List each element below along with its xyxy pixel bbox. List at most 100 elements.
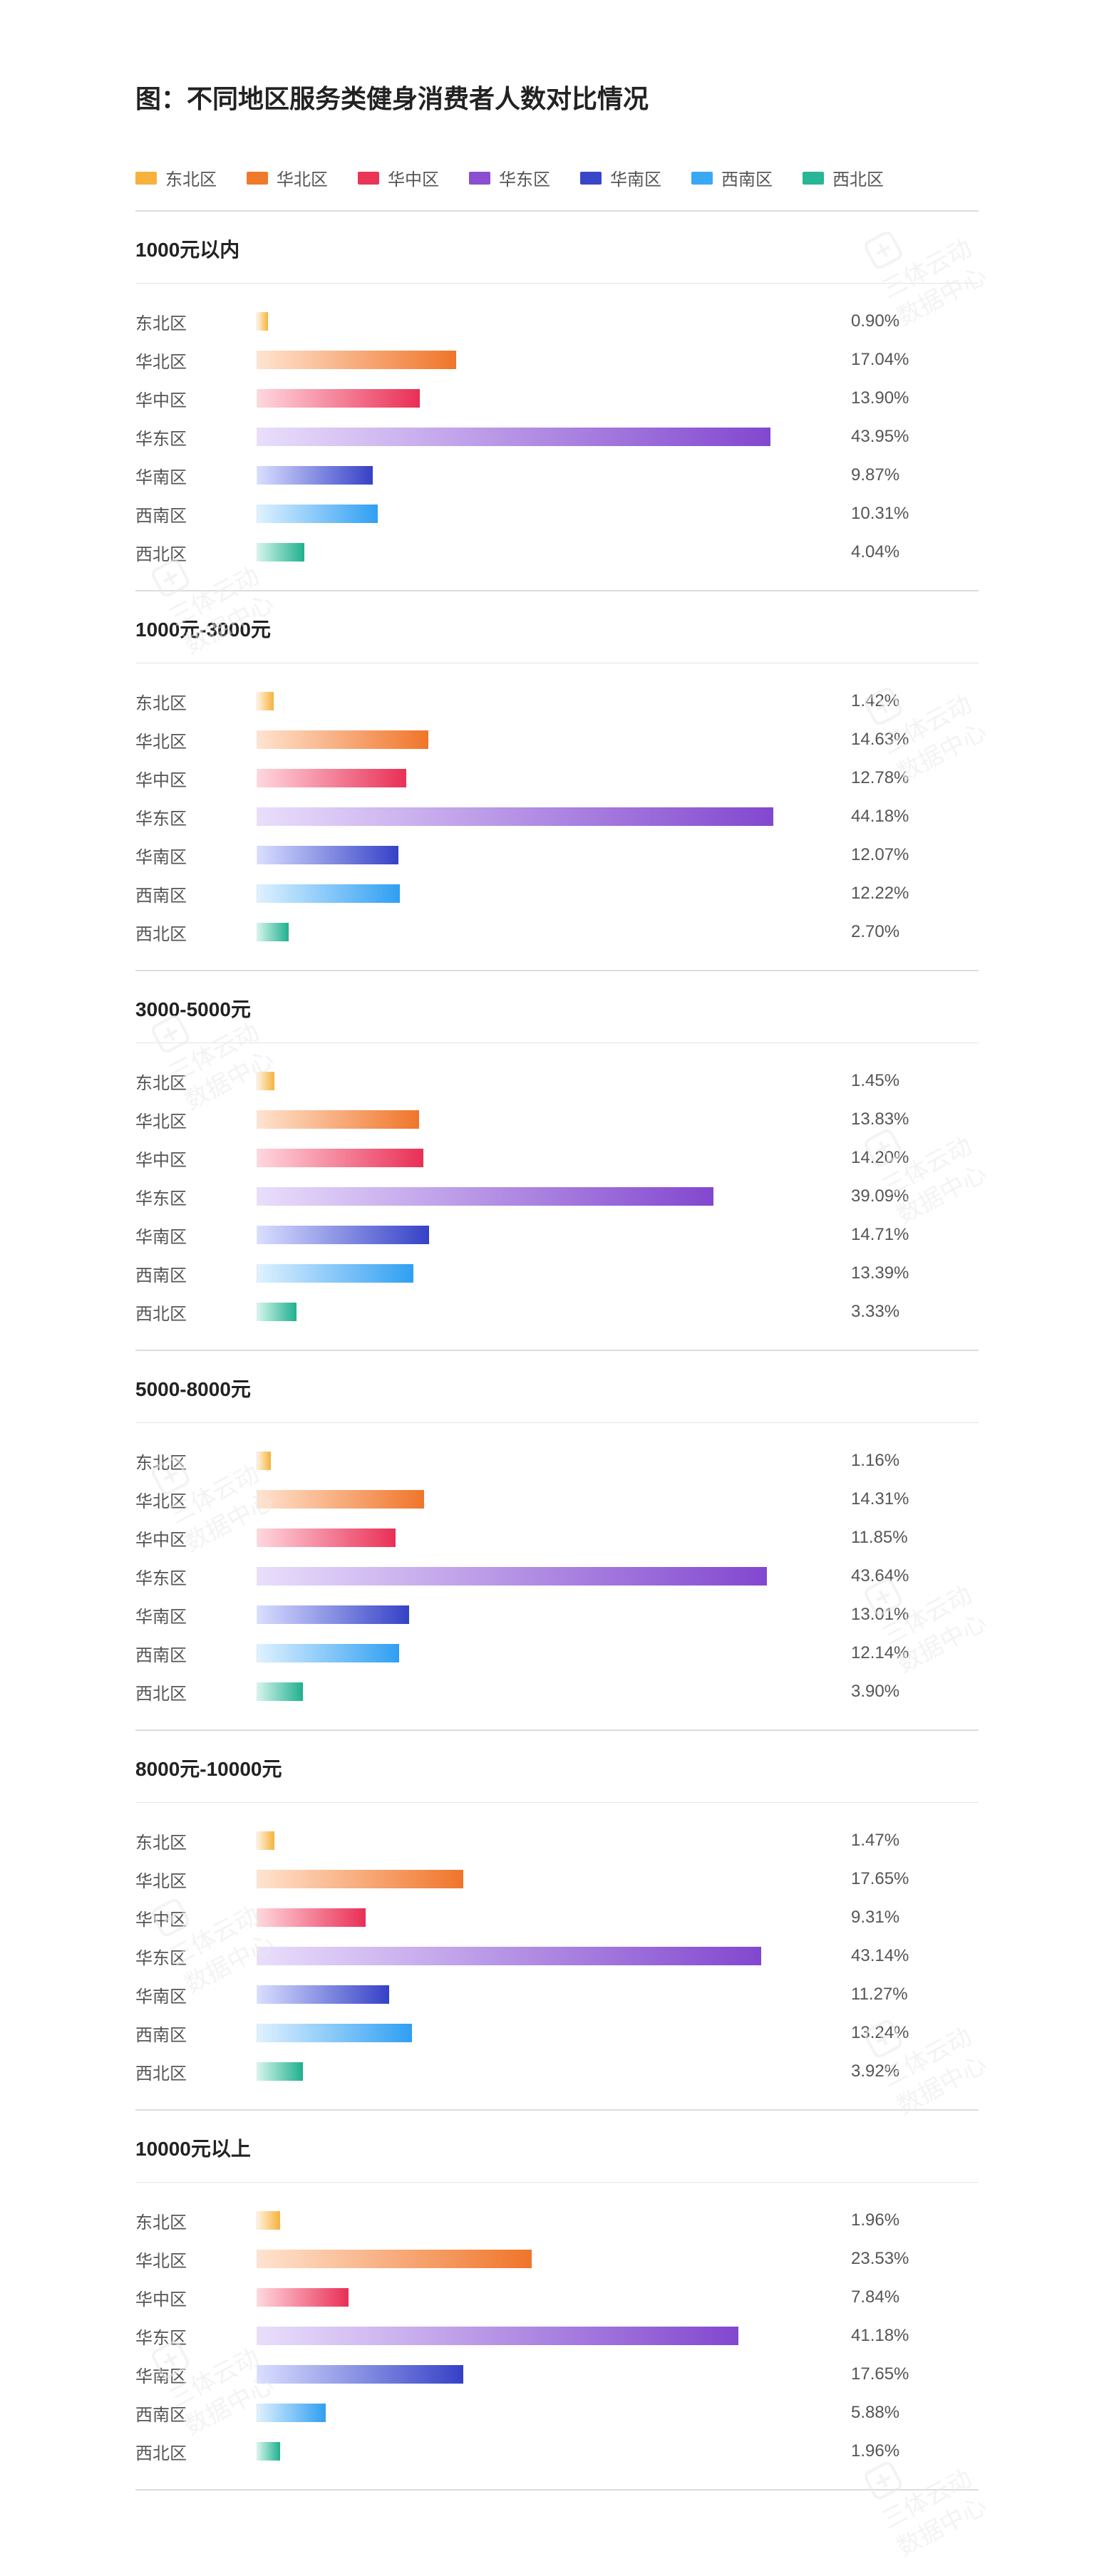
bar-row: 西北区3.90% (135, 1672, 979, 1711)
bar-track (257, 2404, 841, 2422)
bar-row: 华东区44.18% (135, 797, 979, 836)
bar-value: 11.27% (851, 1985, 908, 2005)
bar (257, 807, 773, 826)
legend-swatch (469, 172, 490, 185)
legend-item: 华东区 (469, 165, 550, 190)
bar (257, 543, 304, 562)
legend-label: 华东区 (499, 165, 550, 190)
legend-label: 华中区 (388, 165, 439, 190)
bar-value: 3.92% (851, 2062, 899, 2081)
row-label: 西南区 (135, 1641, 257, 1666)
bar-track (257, 1908, 841, 1927)
bar-row: 华东区43.95% (135, 418, 979, 456)
bar-row: 西南区12.22% (135, 874, 979, 913)
bar-row: 华北区14.63% (135, 720, 979, 759)
bar-track (257, 1947, 841, 1965)
bar (257, 1187, 713, 1206)
bar-track (257, 351, 841, 369)
group-rows: 东北区1.47%华北区17.65%华中区9.31%华东区43.14%华南区11.… (135, 1802, 979, 2109)
bar-row: 东北区1.45% (135, 1062, 979, 1100)
bar-value: 3.90% (851, 1682, 899, 1702)
legend-label: 西北区 (832, 165, 884, 190)
bar-row: 西北区3.92% (135, 2052, 979, 2091)
bar-row: 华中区12.78% (135, 759, 979, 797)
legend-swatch (580, 172, 602, 185)
row-label: 华南区 (135, 2362, 257, 2387)
bar (257, 1226, 429, 1244)
bar-value: 14.71% (851, 1225, 909, 1245)
row-label: 西北区 (135, 1300, 257, 1325)
bar-row: 东北区1.96% (135, 2201, 979, 2240)
row-label: 华南区 (135, 1603, 257, 1628)
bar-track (257, 1682, 841, 1701)
legend-item: 华中区 (358, 165, 439, 190)
legend-label: 西南区 (721, 165, 773, 190)
bar-value: 43.14% (851, 1946, 909, 1966)
bar-row: 华南区13.01% (135, 1595, 979, 1634)
bar-value: 13.90% (851, 388, 909, 408)
bar-value: 1.42% (851, 691, 899, 711)
bar (257, 351, 456, 369)
row-label: 华南区 (135, 463, 257, 488)
legend-item: 东北区 (135, 165, 217, 190)
bar-row: 华东区43.14% (135, 1937, 979, 1975)
bar-track (257, 884, 841, 903)
bar-track (257, 1149, 841, 1167)
bar-track (257, 389, 841, 408)
group-title: 1000元-3000元 (135, 614, 979, 643)
bar-row: 东北区0.90% (135, 302, 979, 341)
price-group: 8000元-10000元东北区1.47%华北区17.65%华中区9.31%华东区… (135, 1731, 979, 2111)
row-label: 华中区 (135, 1146, 257, 1171)
row-label: 西北区 (135, 2439, 257, 2464)
bar-row: 华中区7.84% (135, 2278, 979, 2317)
bar-row: 华北区17.65% (135, 1860, 979, 1898)
bar-value: 1.16% (851, 1451, 899, 1471)
row-label: 华中区 (135, 2285, 257, 2310)
bar-row: 华北区13.83% (135, 1100, 979, 1139)
price-group: 5000-8000元东北区1.16%华北区14.31%华中区11.85%华东区4… (135, 1351, 979, 1731)
bar-row: 华中区11.85% (135, 1519, 979, 1557)
chart-groups: 1000元以内东北区0.90%华北区17.04%华中区13.90%华东区43.9… (135, 212, 979, 2490)
bar-row: 西南区10.31% (135, 495, 979, 533)
bar (257, 2211, 280, 2230)
row-label: 华中区 (135, 1526, 257, 1551)
legend-swatch (691, 172, 713, 185)
bar-track (257, 1187, 841, 1206)
bar-track (257, 1303, 841, 1321)
bar-value: 17.04% (851, 350, 909, 370)
bar-row: 华北区 14.31% (135, 1480, 979, 1519)
bar-value: 1.45% (851, 1071, 899, 1091)
row-label: 华中区 (135, 766, 257, 791)
bar-row: 华中区14.20% (135, 1139, 979, 1177)
bar (257, 1264, 413, 1283)
bar-track (257, 807, 841, 826)
row-label: 东北区 (135, 689, 257, 714)
bar-row: 华中区9.31% (135, 1898, 979, 1937)
bar-row: 华南区17.65% (135, 2355, 979, 2394)
bar (257, 2327, 738, 2345)
legend-swatch (803, 172, 824, 185)
bar (257, 692, 274, 710)
bar (257, 769, 406, 787)
row-label: 华东区 (135, 2324, 257, 2349)
group-rows: 东北区1.45%华北区13.83%华中区14.20%华东区39.09%华南区14… (135, 1043, 979, 1350)
row-label: 西北区 (135, 920, 257, 945)
bar-track (257, 1985, 841, 2004)
bar-value: 14.31% (851, 1489, 909, 1509)
bar-track (257, 730, 841, 749)
group-title: 1000元以内 (135, 234, 979, 263)
bar (257, 1947, 761, 1965)
bar-value: 43.95% (851, 427, 909, 447)
bar (257, 1072, 274, 1090)
row-label: 东北区 (135, 1828, 257, 1853)
row-label: 东北区 (135, 2208, 257, 2233)
bar-track (257, 2250, 841, 2268)
row-label: 华北区 (135, 1487, 257, 1512)
bar-value: 12.22% (851, 884, 909, 904)
bar-track (257, 2365, 841, 2384)
bar-value: 4.04% (851, 542, 899, 562)
bar-track (257, 1644, 841, 1662)
group-rows: 东北区1.16%华北区14.31%华中区11.85%华东区43.64%华南区13… (135, 1422, 979, 1729)
row-label: 华北区 (135, 2247, 257, 2272)
bar (257, 2404, 326, 2422)
